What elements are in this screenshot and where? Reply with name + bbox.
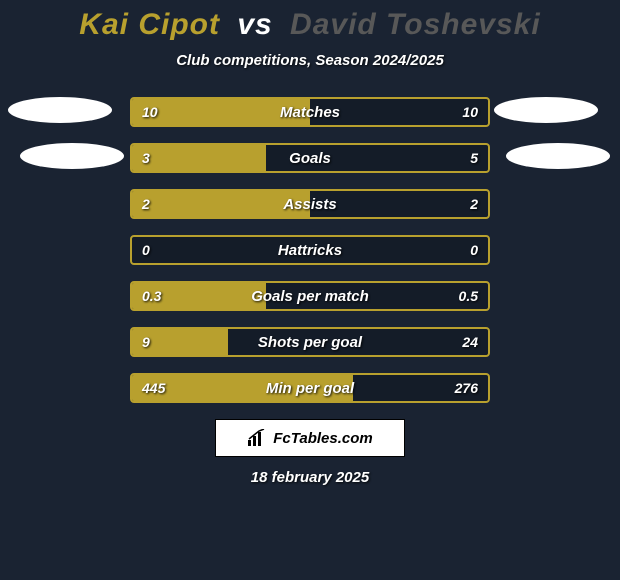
fctables-logo[interactable]: FcTables.com xyxy=(215,419,405,457)
stat-label: Shots per goal xyxy=(132,329,488,355)
stat-row: 924Shots per goal xyxy=(130,327,490,357)
player2-name: David Toshevski xyxy=(290,8,541,41)
stat-row: 35Goals xyxy=(130,143,490,173)
decorative-ellipse xyxy=(494,97,598,123)
player1-name: Kai Cipot xyxy=(79,8,220,41)
logo-text: FcTables.com xyxy=(273,430,372,447)
subtitle: Club competitions, Season 2024/2025 xyxy=(0,52,620,69)
stat-row: 22Assists xyxy=(130,189,490,219)
stat-row: 1010Matches xyxy=(130,97,490,127)
stat-label: Matches xyxy=(132,99,488,125)
decorative-ellipse xyxy=(506,143,610,169)
stat-label: Hattricks xyxy=(132,237,488,263)
chart-area: 1010Matches 35Goals 22Assists 00Hattricks 0.… xyxy=(0,97,620,403)
date-text: 18 february 2025 xyxy=(0,469,620,486)
page-title: Kai Cipot vs David Toshevski xyxy=(0,8,620,42)
stat-label: Goals per match xyxy=(132,283,488,309)
decorative-ellipse xyxy=(8,97,112,123)
stat-label: Goals xyxy=(132,145,488,171)
decorative-ellipse xyxy=(20,143,124,169)
bar-chart-icon xyxy=(247,429,267,447)
stat-row: 445276Min per goal xyxy=(130,373,490,403)
stat-label: Assists xyxy=(132,191,488,217)
vs-text: vs xyxy=(237,8,272,41)
stat-label: Min per goal xyxy=(132,375,488,401)
comparison-widget: Kai Cipot vs David Toshevski Club compet… xyxy=(0,0,620,580)
stat-row: 00Hattricks xyxy=(130,235,490,265)
stat-row: 0.30.5Goals per match xyxy=(130,281,490,311)
